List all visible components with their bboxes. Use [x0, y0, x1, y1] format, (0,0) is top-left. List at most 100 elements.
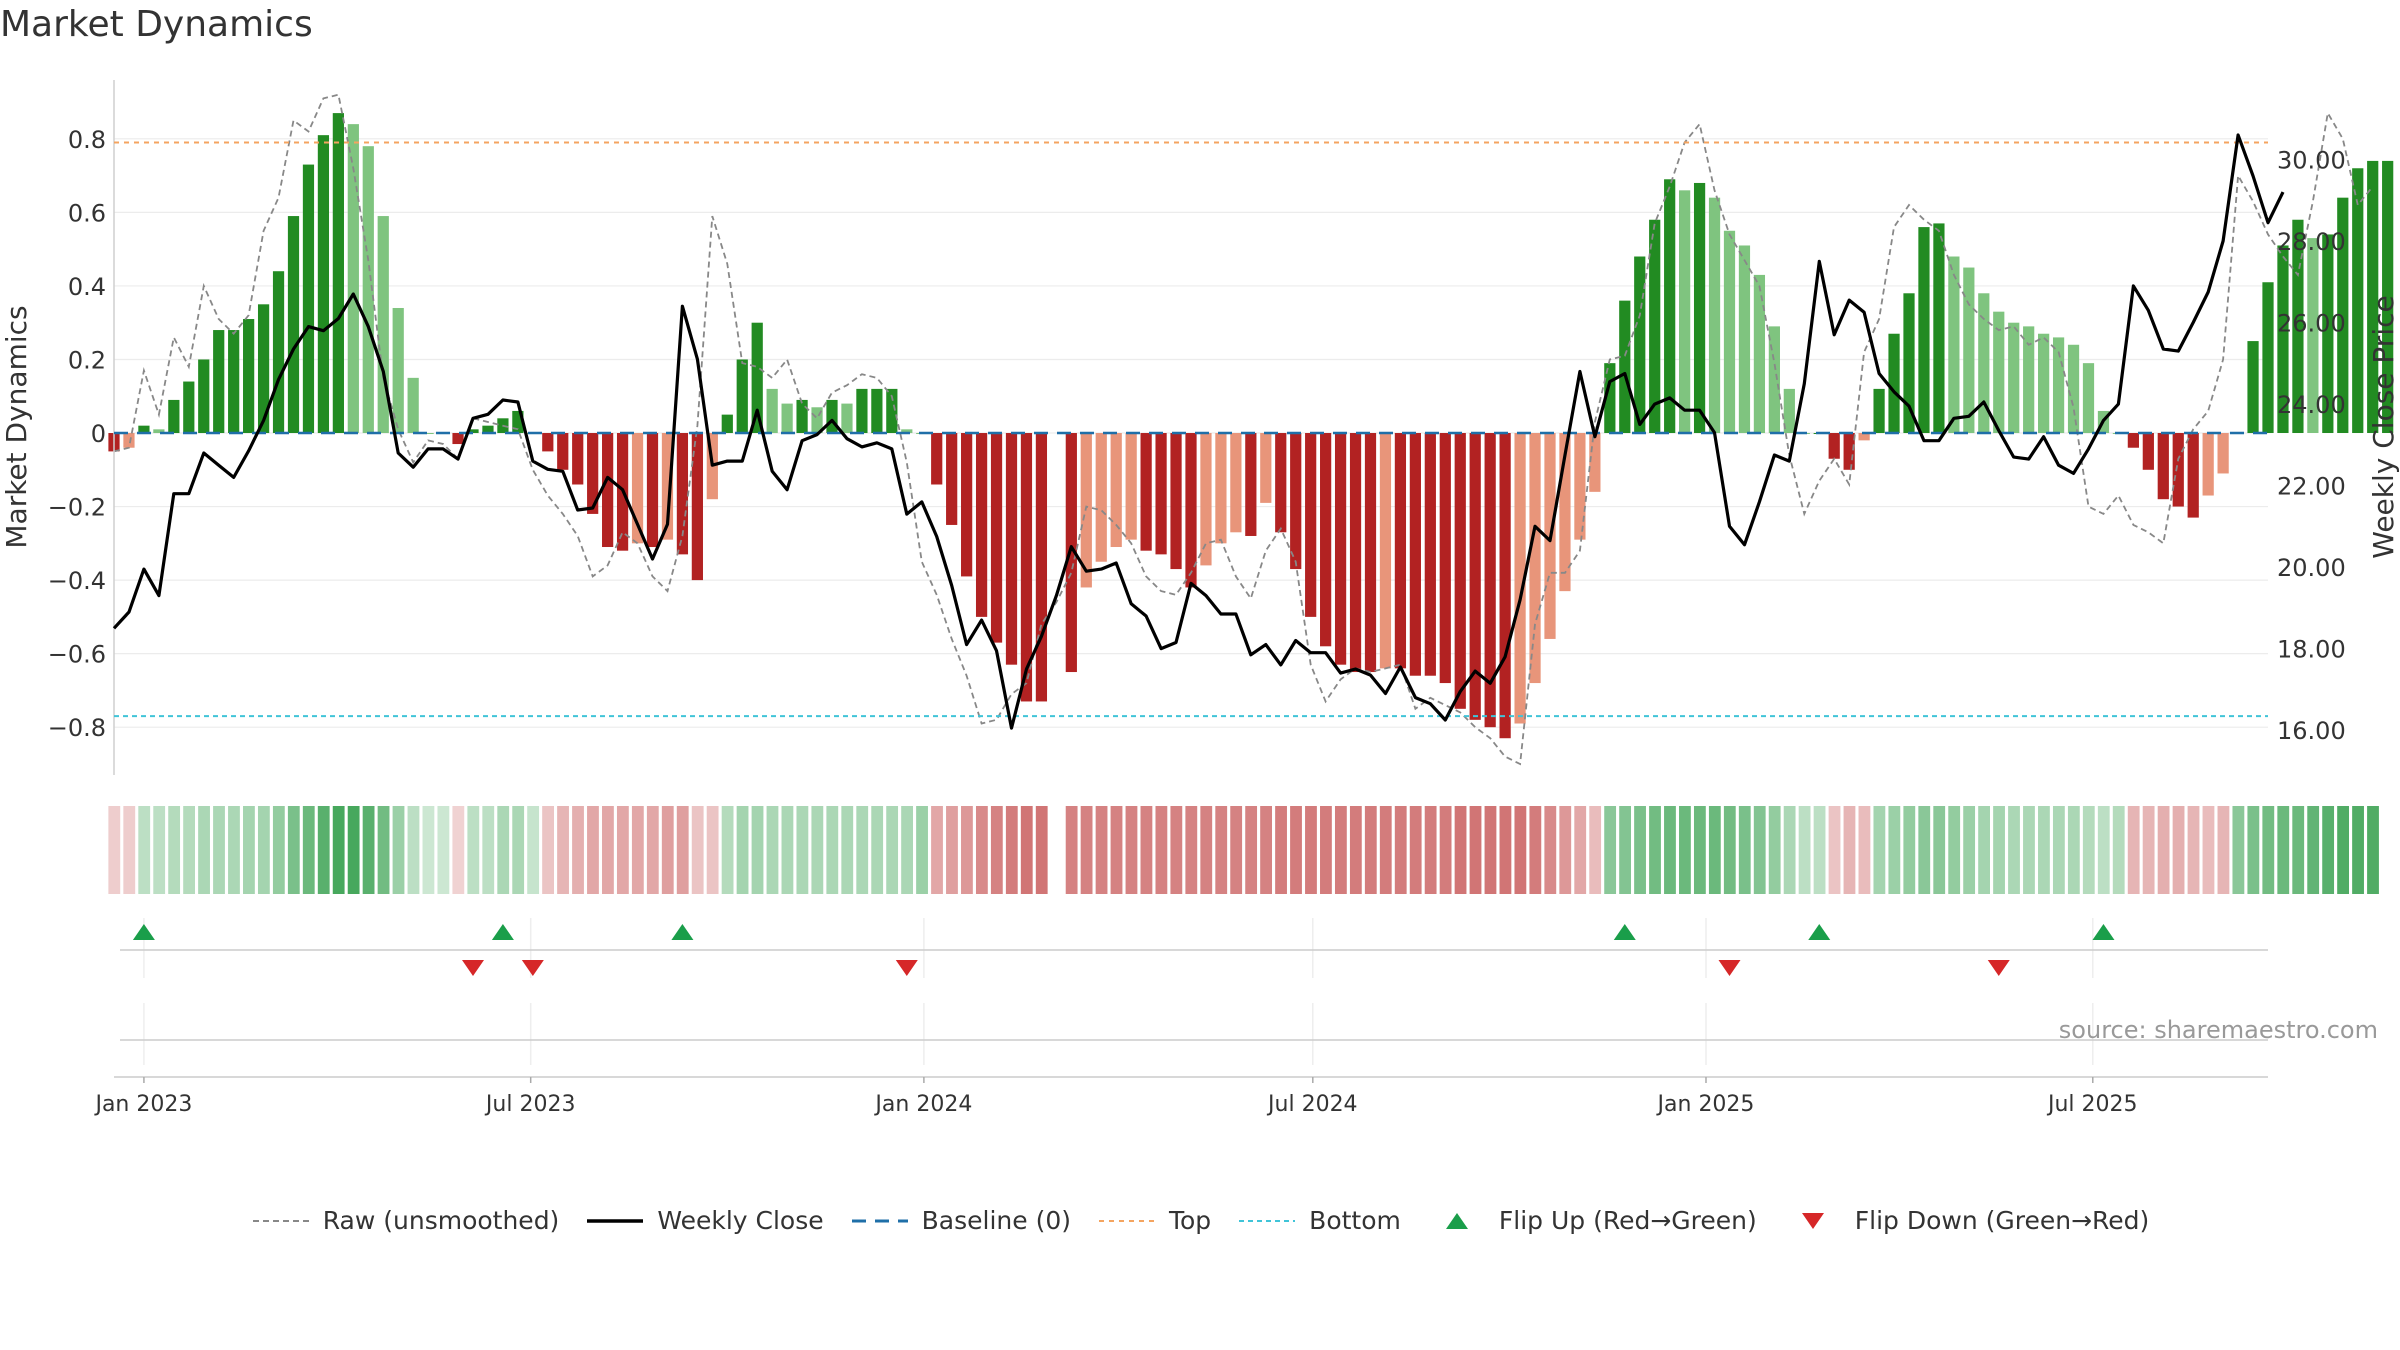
dynamics-bar: [1065, 433, 1077, 673]
dynamics-bar: [1738, 245, 1751, 434]
strength-band: [213, 806, 225, 894]
legend-marker: [1445, 1212, 1468, 1229]
dynamics-bars: [108, 113, 2394, 739]
strength-band: [1544, 806, 1557, 894]
flip-down-marker: [1987, 960, 2010, 976]
y-tick-label: −0.6: [48, 641, 106, 669]
strength-band: [1768, 806, 1781, 894]
strength-band: [916, 806, 928, 894]
strength-band: [1439, 806, 1452, 894]
strength-band: [1604, 806, 1617, 894]
legend-marker: [1801, 1212, 1824, 1229]
strength-band: [1290, 806, 1302, 894]
strength-band: [1215, 806, 1228, 894]
dynamics-bar: [1888, 333, 1900, 434]
strength-band: [1320, 806, 1332, 894]
dynamics-bar: [213, 330, 225, 434]
strength-band: [527, 806, 540, 894]
strength-band: [1035, 806, 1048, 894]
strength-band: [1708, 806, 1721, 894]
dynamics-bar: [1185, 433, 1197, 588]
dynamics-bar: [856, 388, 868, 434]
dynamics-bar: [272, 271, 285, 434]
strength-band: [1693, 806, 1706, 894]
dynamics-bar: [2217, 433, 2229, 474]
dynamics-bar: [2038, 333, 2050, 434]
strength-band: [302, 806, 315, 894]
strength-band: [1020, 806, 1033, 894]
strength-band: [2097, 806, 2110, 894]
dynamics-bar: [1230, 433, 1242, 533]
strength-band: [2352, 806, 2364, 894]
strength-band: [557, 806, 569, 894]
strength-band: [676, 806, 689, 894]
dynamics-bar: [1649, 219, 1661, 434]
strength-band: [826, 806, 839, 894]
strength-band: [1409, 806, 1422, 894]
strength-band: [2367, 806, 2379, 894]
dynamics-bar: [781, 403, 793, 434]
dynamics-bar: [1978, 293, 1990, 434]
dynamics-bar: [1364, 433, 1377, 673]
x-tick-label: Jul 2024: [1266, 1092, 1358, 1117]
strength-band: [482, 806, 495, 894]
strength-band: [871, 806, 884, 894]
strength-band: [1679, 806, 1691, 894]
strength-band: [1649, 806, 1661, 894]
strength-band: [1155, 806, 1168, 894]
strength-band: [542, 806, 555, 894]
y-tick-label: 0.6: [68, 199, 106, 227]
strength-band: [362, 806, 375, 894]
legend-item-close: Weekly Close: [585, 1206, 824, 1235]
legend-label: Baseline (0): [921, 1206, 1071, 1235]
dynamics-bar: [302, 164, 315, 434]
strength-band: [901, 806, 914, 894]
legend-label: Top: [1168, 1206, 1212, 1235]
dynamics-bar: [2367, 160, 2379, 434]
dynamics-bar: [1574, 433, 1586, 540]
legend-swatch-flip-down: [1801, 1212, 1824, 1229]
legend-item-top: Top: [1097, 1206, 1211, 1235]
strength-band: [1619, 806, 1632, 894]
strength-band: [377, 806, 390, 894]
strength-band: [616, 806, 629, 894]
strength-band: [2322, 806, 2335, 894]
flip-down-marker: [462, 960, 484, 976]
dynamics-bar: [1305, 433, 1317, 617]
strength-band: [1454, 806, 1467, 894]
dynamics-bar: [422, 433, 434, 435]
strength-band: [2112, 806, 2125, 894]
dynamics-bar: [1693, 182, 1706, 434]
dynamics-bar: [572, 433, 584, 485]
dynamics-bar: [1948, 256, 1960, 434]
reference-lines: [114, 141, 2268, 718]
dynamics-bar: [542, 433, 554, 452]
strength-band: [841, 806, 854, 894]
strength-band: [1469, 806, 1482, 894]
dynamics-bar: [1589, 433, 1601, 492]
strength-band: [1783, 806, 1796, 894]
dynamics-bar: [243, 319, 255, 434]
strength-band: [198, 806, 210, 894]
strength-band: [975, 806, 988, 894]
strength-band: [2157, 806, 2170, 894]
x-tick-label: Jan 2023: [93, 1092, 192, 1117]
strength-band: [1529, 806, 1542, 894]
strength-band: [467, 806, 480, 894]
dynamics-bar: [1334, 433, 1347, 665]
dynamics-bar: [1604, 363, 1616, 434]
dynamics-bar: [1170, 433, 1182, 570]
dynamics-bar: [661, 433, 674, 540]
dynamics-bar: [2337, 197, 2349, 434]
strength-band: [1933, 806, 1946, 894]
dynamics-bar: [2127, 433, 2139, 448]
dynamics-bar: [946, 433, 958, 525]
y2-tick-label: 16.00: [2277, 717, 2346, 745]
dynamics-bar: [332, 113, 344, 434]
strength-band: [2232, 806, 2245, 894]
strength-band: [1574, 806, 1587, 894]
strength-band: [1245, 806, 1258, 894]
dynamics-bar: [1260, 433, 1272, 503]
strength-band: [931, 806, 943, 894]
y2-tick-label: 22.00: [2277, 473, 2346, 501]
